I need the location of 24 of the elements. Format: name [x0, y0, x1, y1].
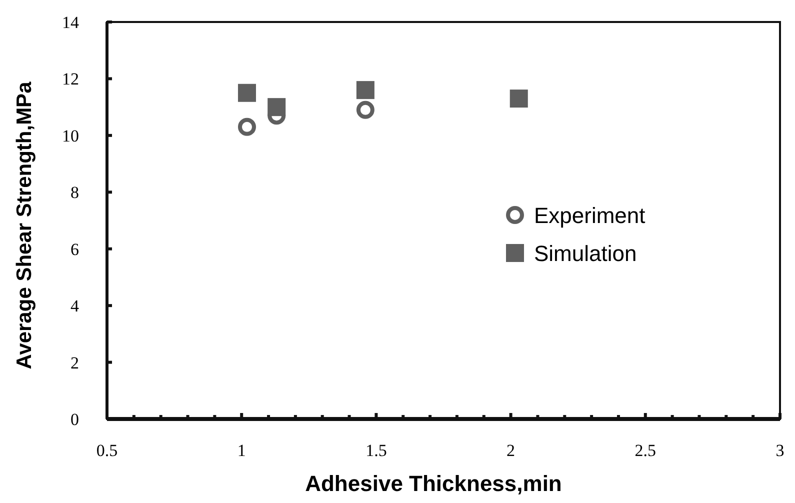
x-tick-label: 3 [776, 441, 784, 460]
y-tick-label: 8 [70, 183, 79, 202]
point [356, 81, 374, 100]
x-axis-title: Adhesive Thickness,min [305, 471, 562, 496]
y-tick-label: 4 [70, 296, 80, 316]
x-tick-label: 1 [237, 441, 246, 460]
y-tick-label: 10 [62, 126, 79, 146]
y-axis-title: Average Shear Strength,MPa [13, 81, 36, 370]
legend-label: Experiment [534, 203, 646, 228]
point [238, 118, 256, 136]
y-tick-label: 12 [62, 70, 79, 89]
point [238, 84, 256, 102]
x-tick-label: 2.5 [634, 441, 656, 460]
point [510, 90, 528, 108]
legend-label: Simulation [534, 241, 637, 266]
y-tick-label: 14 [62, 13, 80, 32]
x-tick-label: 0.5 [96, 441, 118, 460]
point [356, 100, 374, 119]
x-tick-label: 2 [506, 441, 516, 460]
y-tick-label: 6 [70, 240, 79, 259]
y-tick-label: 0 [70, 410, 79, 429]
x-tick-label: 1.5 [366, 441, 387, 460]
point [268, 98, 286, 116]
y-tick-label: 2 [70, 353, 79, 372]
